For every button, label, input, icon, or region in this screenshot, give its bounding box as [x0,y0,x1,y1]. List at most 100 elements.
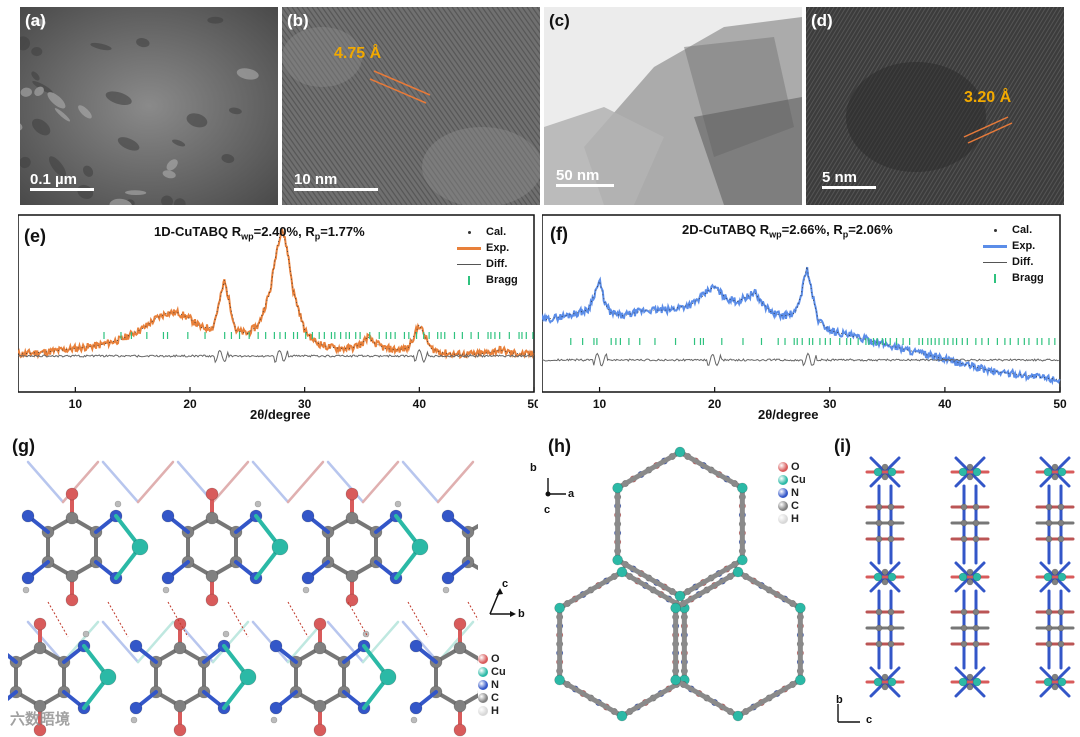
element-legend-item: Cu [778,473,806,486]
copper-atom [887,467,897,477]
chart-legend: Cal. Exp. Diff. Bragg [456,224,518,288]
carbon-atom [960,624,968,632]
element-legend-item: C [478,691,506,704]
bond [211,620,250,664]
element-symbol: Cu [491,665,506,678]
carbon-atom [1057,608,1065,616]
bond [557,569,625,611]
element-legend-item: Cu [478,665,506,678]
series-exp-line [18,228,535,360]
sem-texture [20,7,278,205]
carbon-atom [972,503,980,511]
carbon-atom [875,535,883,543]
d-spacing-label: 3.20 Å [964,89,1012,106]
carbon-atom [887,503,895,511]
hydrogen-atom [222,630,230,638]
atom-ball-icon [478,679,488,690]
rwp-value: =2.66%, R [781,222,843,237]
copper-atom [873,467,883,477]
nitrogen-atom [129,639,143,653]
carbon-atom [966,673,974,681]
carbon-atom [887,608,895,616]
carbon-atom [1045,535,1053,543]
bond [673,569,741,611]
hydrogen-bond [347,601,369,638]
carbon-atom [875,640,883,648]
copper-atom [411,538,429,556]
copper-atom [737,554,748,566]
panel-a-sem: (a) 0.1 µm [20,7,278,205]
hydrogen-bond [47,601,69,638]
hrtem-texture [806,7,1064,205]
copper-atom [887,677,897,687]
hydrogen-atom [394,500,402,508]
hydrogen-bond [227,601,249,638]
nitrogen-atom [21,509,35,523]
carbon-atom [453,699,467,713]
oxygen-atom [313,723,327,737]
carbon-atom [1045,624,1053,632]
carbon-atom [881,578,889,586]
carbon-atom [881,568,889,576]
plot-frame [18,214,535,393]
panel-label: (c) [549,11,570,30]
copper-atom [873,572,883,582]
copper-atom [379,668,397,686]
bond [8,653,18,664]
nitrogen-atom [129,701,143,715]
panel-label: (a) [25,11,46,30]
axis-label-b: b [518,608,525,620]
atom-ball-icon [778,474,788,485]
carbon-atom [1057,519,1065,527]
panel-i-structure: (i) b c [830,432,1080,737]
carbon-atom [1045,608,1053,616]
oxygen-atom [345,593,359,607]
atom-ball-icon [478,705,488,716]
carbon-atom [960,640,968,648]
nitrogen-atom [409,701,423,715]
hydrogen-atom [410,716,418,724]
oxygen-atom [313,617,327,631]
carbon-atom [960,608,968,616]
copper-atom [972,677,982,687]
legend-item-exp: Exp. [982,238,1044,254]
carbon-atom [966,463,974,471]
scalebar: 50 nm [556,167,614,187]
carbon-atom [966,473,974,481]
element-symbol: N [791,486,799,499]
bond [286,460,325,504]
copper-atom [1043,572,1053,582]
scalebar-text: 5 nm [822,169,858,186]
copper-atom [1043,677,1053,687]
carbon-atom [33,699,47,713]
carbon-atom [1045,519,1053,527]
carbon-atom [65,569,79,583]
element-legend-item: O [478,652,506,665]
carbon-atom [972,640,980,648]
copper-atom [554,602,565,614]
nitrogen-atom [301,571,315,585]
copper-atom [612,554,623,566]
bond [251,620,290,664]
x-tick-label: 20 [183,397,197,411]
axis-label-c: c [544,504,551,516]
copper-atom [1057,467,1067,477]
panel-label: (g) [12,436,35,456]
atom-ball-icon [778,461,788,472]
scalebar: 10 nm [294,171,378,191]
carbon-atom [972,519,980,527]
axis-label-c: c [502,578,509,590]
crystal-structure-i [837,456,1075,723]
oxygen-atom [453,723,467,737]
hydrogen-bond [107,601,129,638]
carbon-atom [960,535,968,543]
carbon-atom [972,535,980,543]
bond [673,677,741,719]
carbon-atom [1051,683,1059,691]
series-diff-line [18,348,534,364]
hydrogen-atom [162,586,170,594]
carbon-atom [875,624,883,632]
carbon-atom [1057,503,1065,511]
bond [401,620,440,664]
carbon-atom [966,683,974,691]
